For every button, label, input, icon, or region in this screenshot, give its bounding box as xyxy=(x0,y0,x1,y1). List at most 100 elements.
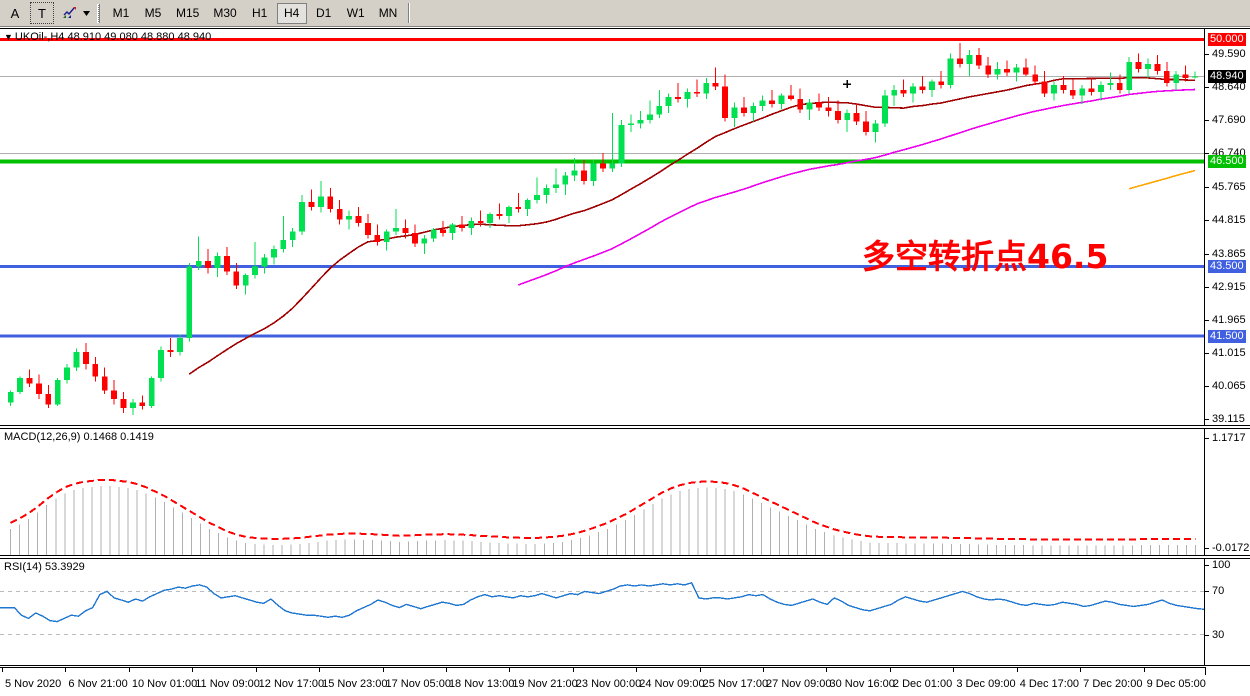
timeframe-d1[interactable]: D1 xyxy=(316,6,332,20)
rsi-axis[interactable]: 100 70 30 xyxy=(1205,559,1250,665)
price-axis-tick xyxy=(1205,220,1209,222)
symbol-header-text: UKOil-,H4 48.910 49.080 48.880 48.940 xyxy=(14,31,212,43)
price-axis-tick xyxy=(1205,386,1209,388)
text-tool-button[interactable]: A xyxy=(3,2,27,24)
chart-annotation: 多空转折点46.5 xyxy=(862,237,1109,276)
time-axis[interactable]: 5 Nov 2020 6 Nov 21:00 10 Nov 01:00 11 Nov … xyxy=(0,667,1250,696)
price-panel: ▼ UKOil-,H4 48.910 49.080 48.880 48.940 多… xyxy=(0,28,1250,426)
level-price-tag[interactable]: 41.500 xyxy=(1208,329,1246,343)
rsi-axis-tick xyxy=(1205,591,1209,593)
time-axis-tick xyxy=(65,667,67,672)
price-candles-svg xyxy=(0,37,1204,415)
time-axis-label: 19 Nov 21:00 xyxy=(512,678,578,690)
price-axis-tick xyxy=(1205,253,1209,255)
shapes-icon xyxy=(62,7,76,18)
price-axis-label: 39.115 xyxy=(1212,413,1245,425)
timeframe-h4[interactable]: H4 xyxy=(276,2,307,24)
time-axis-label: 6 Nov 21:00 xyxy=(68,678,128,690)
price-axis[interactable]: 49.590 48.640 47.690 46.740 45.765 44.815 43.8… xyxy=(1205,29,1250,425)
chevron-down-icon xyxy=(83,10,90,16)
rsi-axis-label: 70 xyxy=(1212,585,1225,598)
timeframe-w1[interactable]: W1 xyxy=(346,6,365,20)
time-axis-tick xyxy=(1016,667,1018,672)
level-price-tag[interactable]: 46.500 xyxy=(1208,155,1246,169)
time-axis-label: 11 Nov 09:00 xyxy=(195,678,260,690)
time-axis-tick xyxy=(1143,667,1145,672)
time-axis-label: 27 Nov 09:00 xyxy=(766,678,832,690)
time-axis-tick xyxy=(445,667,447,672)
time-axis-tick xyxy=(382,667,384,672)
price-axis-label: 43.865 xyxy=(1212,247,1246,260)
price-axis-tick xyxy=(1205,286,1209,288)
price-axis-tick xyxy=(1205,53,1209,55)
shapes-dropdown-arrow[interactable] xyxy=(81,2,92,24)
text-tool-icon: A xyxy=(10,5,20,21)
rsi-axis-label: 30 xyxy=(1212,628,1225,641)
timeframe-h1[interactable]: H1 xyxy=(252,6,268,20)
price-axis-label: 48.640 xyxy=(1212,80,1246,93)
time-axis-tick xyxy=(572,667,574,672)
time-axis-label: 10 Nov 01:00 xyxy=(131,678,198,690)
price-axis-label: 46.740 xyxy=(1212,147,1246,160)
time-axis-tick xyxy=(889,667,891,672)
level-price-tag[interactable]: 43.500 xyxy=(1208,259,1246,273)
price-axis-label: 41.015 xyxy=(1212,347,1246,360)
time-axis-end-mark xyxy=(1205,667,1206,675)
price-plot-area[interactable] xyxy=(0,29,1205,425)
toolbar-drag-handle[interactable] xyxy=(97,3,100,23)
time-axis-tick xyxy=(319,667,321,672)
timeframe-m5[interactable]: M5 xyxy=(144,6,162,20)
time-axis-tick xyxy=(192,667,194,672)
label-tool-icon: T xyxy=(38,5,46,21)
rsi-axis-tick xyxy=(1205,565,1209,566)
timeframe-m1[interactable]: M1 xyxy=(112,6,130,20)
price-axis-label: 42.915 xyxy=(1212,280,1246,293)
candle-series xyxy=(7,42,1198,415)
time-axis-tick xyxy=(953,667,955,672)
macd-axis-label: -0.0172 xyxy=(1212,542,1250,554)
timeframe-mn[interactable]: MN xyxy=(378,6,398,20)
macd-axis-tick xyxy=(1205,548,1209,549)
price-axis-tick xyxy=(1205,120,1209,122)
macd-header: MACD(12,26,9) 0.1468 0.1419 xyxy=(4,431,154,443)
timeframe-m30[interactable]: M30 xyxy=(213,6,237,20)
time-axis-label: 15 Nov 23:00 xyxy=(322,678,388,690)
timeframe-m15[interactable]: M15 xyxy=(176,6,200,20)
price-axis-tick xyxy=(1205,353,1209,355)
level-price-tag[interactable]: 50.000 xyxy=(1208,32,1246,46)
last-price-tag[interactable]: 48.940 xyxy=(1208,69,1246,83)
collapse-caret-icon[interactable]: ▼ xyxy=(4,32,13,42)
time-axis-tick xyxy=(699,667,701,672)
price-axis-label: 41.965 xyxy=(1212,313,1246,326)
rsi-header: RSI(14) 53.3929 xyxy=(4,561,85,573)
rsi-svg xyxy=(0,581,1204,636)
time-axis-rule xyxy=(0,667,1206,668)
toolbar: A T M1 M5 M15 M30 H1 H4 D1 W1 MN xyxy=(0,0,1250,27)
time-axis-label: 5 Nov 2020 xyxy=(5,678,62,690)
rsi-plot-area[interactable] xyxy=(0,559,1205,665)
time-axis-label: 24 Nov 09:00 xyxy=(639,678,705,690)
price-axis-label: 44.815 xyxy=(1212,214,1246,227)
macd-axis[interactable]: 1.1717 -0.0172 xyxy=(1205,429,1250,555)
toolbar-separator xyxy=(408,3,411,23)
macd-plot-area[interactable] xyxy=(0,429,1205,555)
shapes-tool-button[interactable] xyxy=(57,2,81,24)
price-axis-tick xyxy=(1205,319,1209,321)
symbol-header: ▼ UKOil-,H4 48.910 49.080 48.880 48.940 xyxy=(4,31,211,43)
time-axis-tick xyxy=(636,667,638,672)
rsi-axis-label: 100 xyxy=(1212,559,1231,571)
label-tool-button[interactable]: T xyxy=(30,2,54,24)
time-axis-label: 17 Nov 05:00 xyxy=(385,678,451,690)
time-axis-tick xyxy=(1080,667,1082,672)
time-axis-tick xyxy=(509,667,511,672)
price-axis-label: 40.065 xyxy=(1212,380,1246,393)
time-axis-label: 2 Dec 01:00 xyxy=(892,678,953,690)
time-axis-tick xyxy=(763,667,765,672)
time-axis-label: 25 Nov 17:00 xyxy=(702,678,769,690)
time-axis-label: 30 Nov 16:00 xyxy=(829,678,895,690)
time-axis-label: 4 Dec 17:00 xyxy=(1019,678,1080,690)
price-axis-tick xyxy=(1205,187,1209,189)
macd-svg xyxy=(10,478,1197,555)
time-axis-label: 18 Nov 13:00 xyxy=(448,678,515,690)
macd-panel: MACD(12,26,9) 0.1468 0.1419 1.1717 -0.017… xyxy=(0,428,1250,556)
